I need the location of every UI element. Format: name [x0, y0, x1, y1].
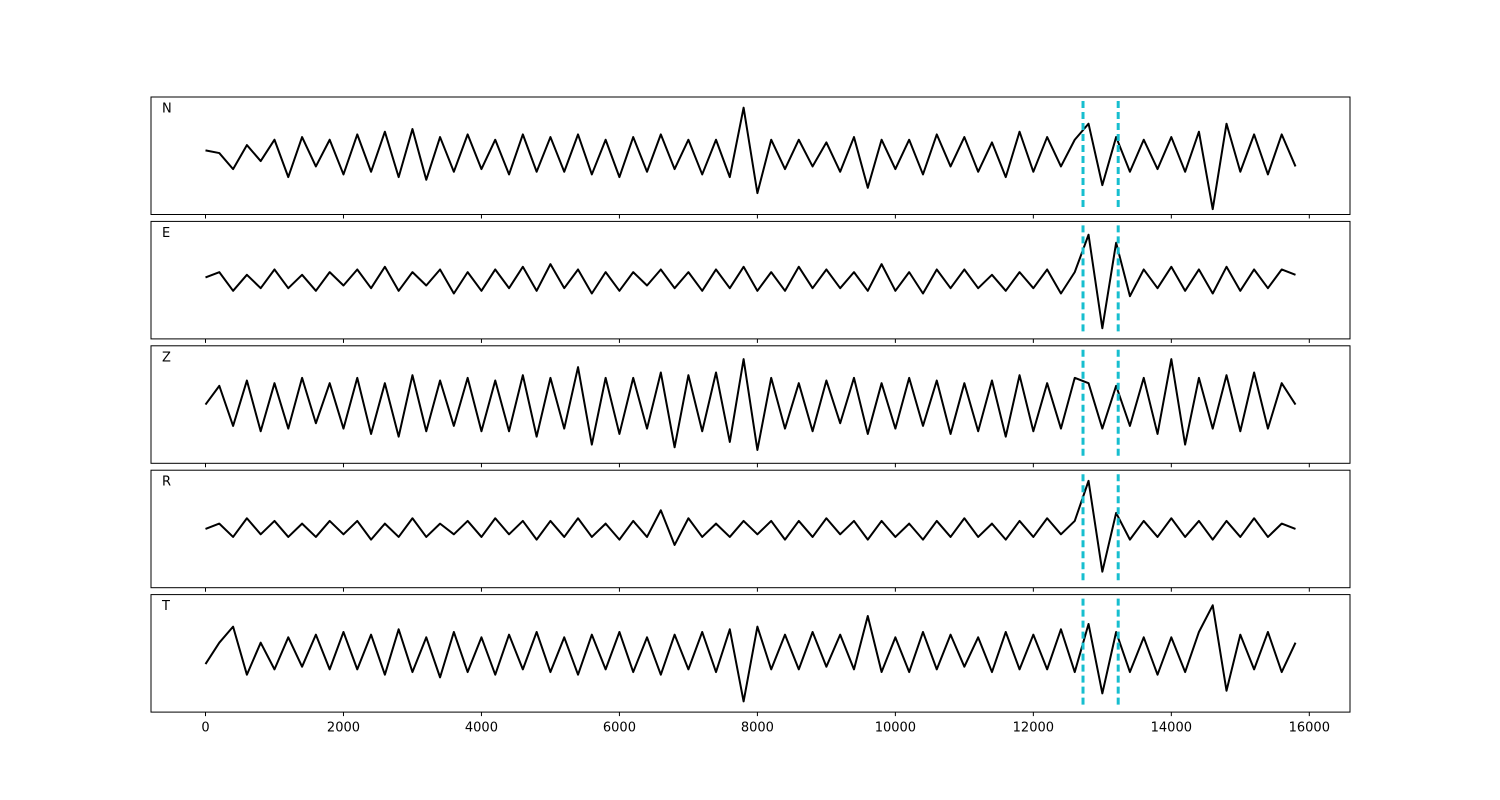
waveform — [204, 604, 1297, 703]
x-tick-label: 14000 — [1151, 721, 1192, 736]
panel-label: E — [162, 226, 170, 241]
panel-label: N — [162, 102, 172, 117]
x-tick-label: 4000 — [465, 721, 498, 736]
x-tick-label: 12000 — [1013, 721, 1054, 736]
panel-frame — [150, 594, 1351, 713]
panel-label: T — [161, 599, 170, 614]
waveform — [205, 106, 1297, 211]
x-tick-label: 16000 — [1289, 721, 1330, 736]
x-tick-label: 8000 — [741, 721, 774, 736]
x-tick-label: 10000 — [875, 721, 916, 736]
waveform — [205, 479, 1296, 573]
x-tick-label: 2000 — [327, 721, 360, 736]
panel-label: R — [162, 475, 171, 490]
waveform — [204, 358, 1297, 451]
x-tick-label: 6000 — [603, 721, 636, 736]
panel-frame — [150, 220, 1351, 340]
panel-label: Z — [162, 350, 171, 365]
panel-frame — [150, 469, 1351, 589]
waveform — [205, 233, 1296, 330]
panel-frame — [150, 96, 1351, 215]
panel-frame — [150, 345, 1351, 464]
x-tick-label: 0 — [201, 721, 209, 736]
